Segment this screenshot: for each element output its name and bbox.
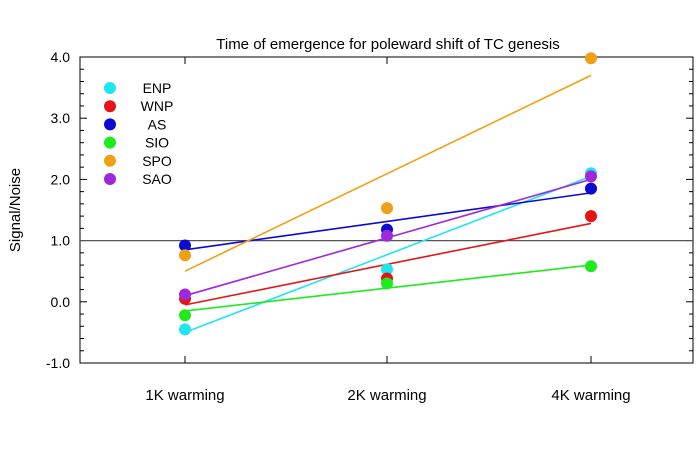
point-as xyxy=(585,182,597,195)
legend-marker-sao xyxy=(104,173,116,185)
legend-marker-as xyxy=(104,118,116,131)
legend-marker-sio xyxy=(104,136,116,149)
chart-title: Time of emergence for poleward shift of … xyxy=(216,36,560,53)
legend-label: SIO xyxy=(145,135,169,151)
fit-line-enp xyxy=(184,175,592,334)
point-spo xyxy=(585,52,597,65)
point-as xyxy=(179,239,191,252)
x-tick-label: 2K warming xyxy=(347,387,426,404)
legend-label: SAO xyxy=(142,171,172,187)
point-spo xyxy=(179,249,191,262)
x-tick-label: 1K warming xyxy=(145,387,224,404)
fit-line-as xyxy=(184,192,592,251)
data-points xyxy=(179,52,597,336)
point-spo xyxy=(381,202,393,215)
point-sao xyxy=(585,170,597,183)
point-sao xyxy=(381,229,393,242)
legend-marker-enp xyxy=(104,82,116,94)
point-sao xyxy=(179,288,191,301)
point-enp xyxy=(179,323,191,336)
legend-label: AS xyxy=(148,116,167,132)
point-sio xyxy=(585,260,597,273)
fit-line-spo xyxy=(184,74,592,272)
legend-label: SPO xyxy=(142,153,172,169)
legend-marker-spo xyxy=(104,154,116,167)
point-sio xyxy=(179,309,191,322)
legend-label: ENP xyxy=(143,80,172,96)
x-tick-label: 4K warming xyxy=(551,387,630,404)
y-tick-label: 1.0 xyxy=(51,233,71,249)
legend-marker-wnp xyxy=(104,100,116,113)
point-sio xyxy=(381,277,393,290)
point-enp xyxy=(381,263,393,276)
y-tick-label: 4.0 xyxy=(51,49,71,65)
y-tick-label: 2.0 xyxy=(51,171,71,187)
point-wnp xyxy=(585,210,597,223)
y-axis-label: Signal/Noise xyxy=(7,168,24,252)
y-tick-label: -1.0 xyxy=(46,355,70,371)
y-tick-label: 3.0 xyxy=(51,110,71,126)
legend-label: WNP xyxy=(141,98,174,114)
legend: ENP WNP AS SIO SPO SAO xyxy=(104,80,173,187)
y-tick-label: 0.0 xyxy=(51,294,71,310)
